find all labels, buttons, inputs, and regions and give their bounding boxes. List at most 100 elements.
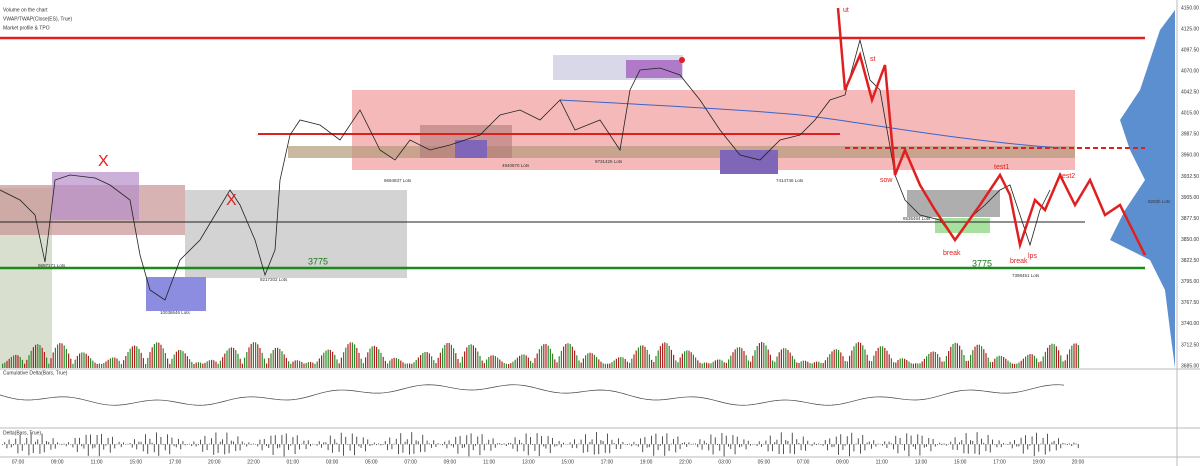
delta-bar	[602, 441, 604, 445]
delta-bar	[411, 432, 413, 445]
delta-bar	[395, 438, 397, 445]
delta-bar	[39, 444, 41, 454]
volume-bar	[994, 358, 996, 368]
delta-bar	[640, 438, 641, 445]
delta-bar	[479, 444, 481, 456]
delta-bar	[681, 442, 683, 445]
delta-bar	[389, 437, 391, 445]
volume-bar	[915, 363, 917, 368]
time-label: 13:00	[522, 459, 535, 465]
delta-bar	[785, 440, 787, 445]
delta-bar	[1075, 443, 1077, 445]
delta-bar	[648, 444, 650, 448]
delta-bar	[250, 444, 252, 445]
delta-bar	[6, 444, 8, 449]
volume-bar	[950, 346, 952, 368]
volume-bar	[750, 361, 752, 368]
delta-bar	[963, 444, 965, 454]
delta-bar	[501, 444, 503, 446]
delta-bar	[208, 443, 210, 445]
volume-bar	[228, 348, 230, 368]
delta-bar	[565, 444, 567, 445]
delta-bar	[255, 444, 256, 445]
volume-bar	[679, 357, 681, 368]
volume-bar	[310, 361, 312, 368]
delta-bar	[499, 443, 501, 445]
delta-bar	[426, 440, 428, 445]
volume-bar	[466, 347, 468, 368]
delta-bar	[633, 441, 635, 445]
projection-line	[836, 7, 1147, 256]
volume-bar	[600, 361, 602, 368]
delta-bar	[290, 444, 292, 446]
delta-bar	[897, 444, 899, 454]
time-label: 17:00	[993, 459, 1006, 465]
delta-bar	[2, 444, 3, 445]
delta-bar	[127, 443, 129, 445]
volume-bar	[70, 358, 72, 368]
volume-bar	[162, 348, 164, 368]
volume-bar	[1036, 358, 1038, 368]
delta-bar	[90, 434, 91, 445]
delta-bar	[510, 442, 512, 445]
delta-bar	[74, 437, 76, 445]
volume-bar	[255, 342, 257, 368]
volume-bar	[43, 352, 45, 368]
delta-bar	[10, 444, 12, 448]
delta-bar	[486, 443, 487, 445]
delta-bar	[197, 444, 199, 446]
delta-bar	[875, 444, 877, 447]
delta-bar	[530, 437, 531, 445]
delta-bar	[301, 443, 303, 445]
delta-bar	[347, 444, 349, 445]
volume-bar	[642, 345, 644, 368]
delta-bar	[433, 440, 435, 445]
delta-bar	[406, 439, 408, 445]
volume-bar	[974, 346, 976, 368]
volume-bar	[74, 359, 76, 368]
volume-bar	[211, 359, 213, 368]
delta-bar	[695, 443, 696, 445]
delta-bar	[336, 442, 338, 445]
delta-bar	[343, 444, 344, 456]
volume-bar	[752, 355, 754, 368]
volume-bar	[332, 351, 334, 368]
delta-bar	[956, 444, 958, 451]
volume-bar	[712, 361, 714, 368]
delta-bar	[987, 435, 989, 445]
volume-bar	[171, 358, 173, 368]
delta-bar	[992, 439, 993, 445]
volume-bar	[879, 346, 881, 368]
delta-bar	[651, 435, 652, 445]
delta-bar	[68, 442, 69, 445]
delta-bar	[367, 439, 369, 445]
delta-bar	[827, 444, 828, 451]
volume-bar	[362, 363, 364, 368]
annotation: break	[943, 250, 961, 257]
delta-bar	[776, 439, 778, 445]
volume-bar	[1018, 362, 1020, 368]
delta-bar	[959, 442, 960, 445]
volume-bar	[35, 344, 37, 368]
delta-bar	[1014, 439, 1015, 445]
volume-bar	[875, 351, 877, 368]
time-label: 11:00	[876, 459, 888, 465]
delta-bar	[387, 444, 388, 451]
volume-bar	[717, 359, 719, 368]
delta-bar	[153, 444, 155, 453]
volume-bars	[2, 342, 1079, 368]
volume-bar	[46, 357, 48, 368]
volume-bar	[224, 353, 226, 368]
volume-bar	[1020, 360, 1022, 368]
volume-bar	[112, 357, 114, 368]
delta-bar	[719, 444, 721, 451]
volume-bar	[230, 347, 232, 368]
volume-bar	[739, 347, 741, 368]
volume-bar	[65, 348, 67, 368]
volume-bar	[131, 346, 133, 368]
volume-bar	[321, 355, 323, 368]
volume-bar	[13, 355, 15, 368]
price-label: 3877.50	[1181, 216, 1199, 222]
delta-bar	[644, 437, 646, 445]
volume-bar	[413, 362, 415, 368]
